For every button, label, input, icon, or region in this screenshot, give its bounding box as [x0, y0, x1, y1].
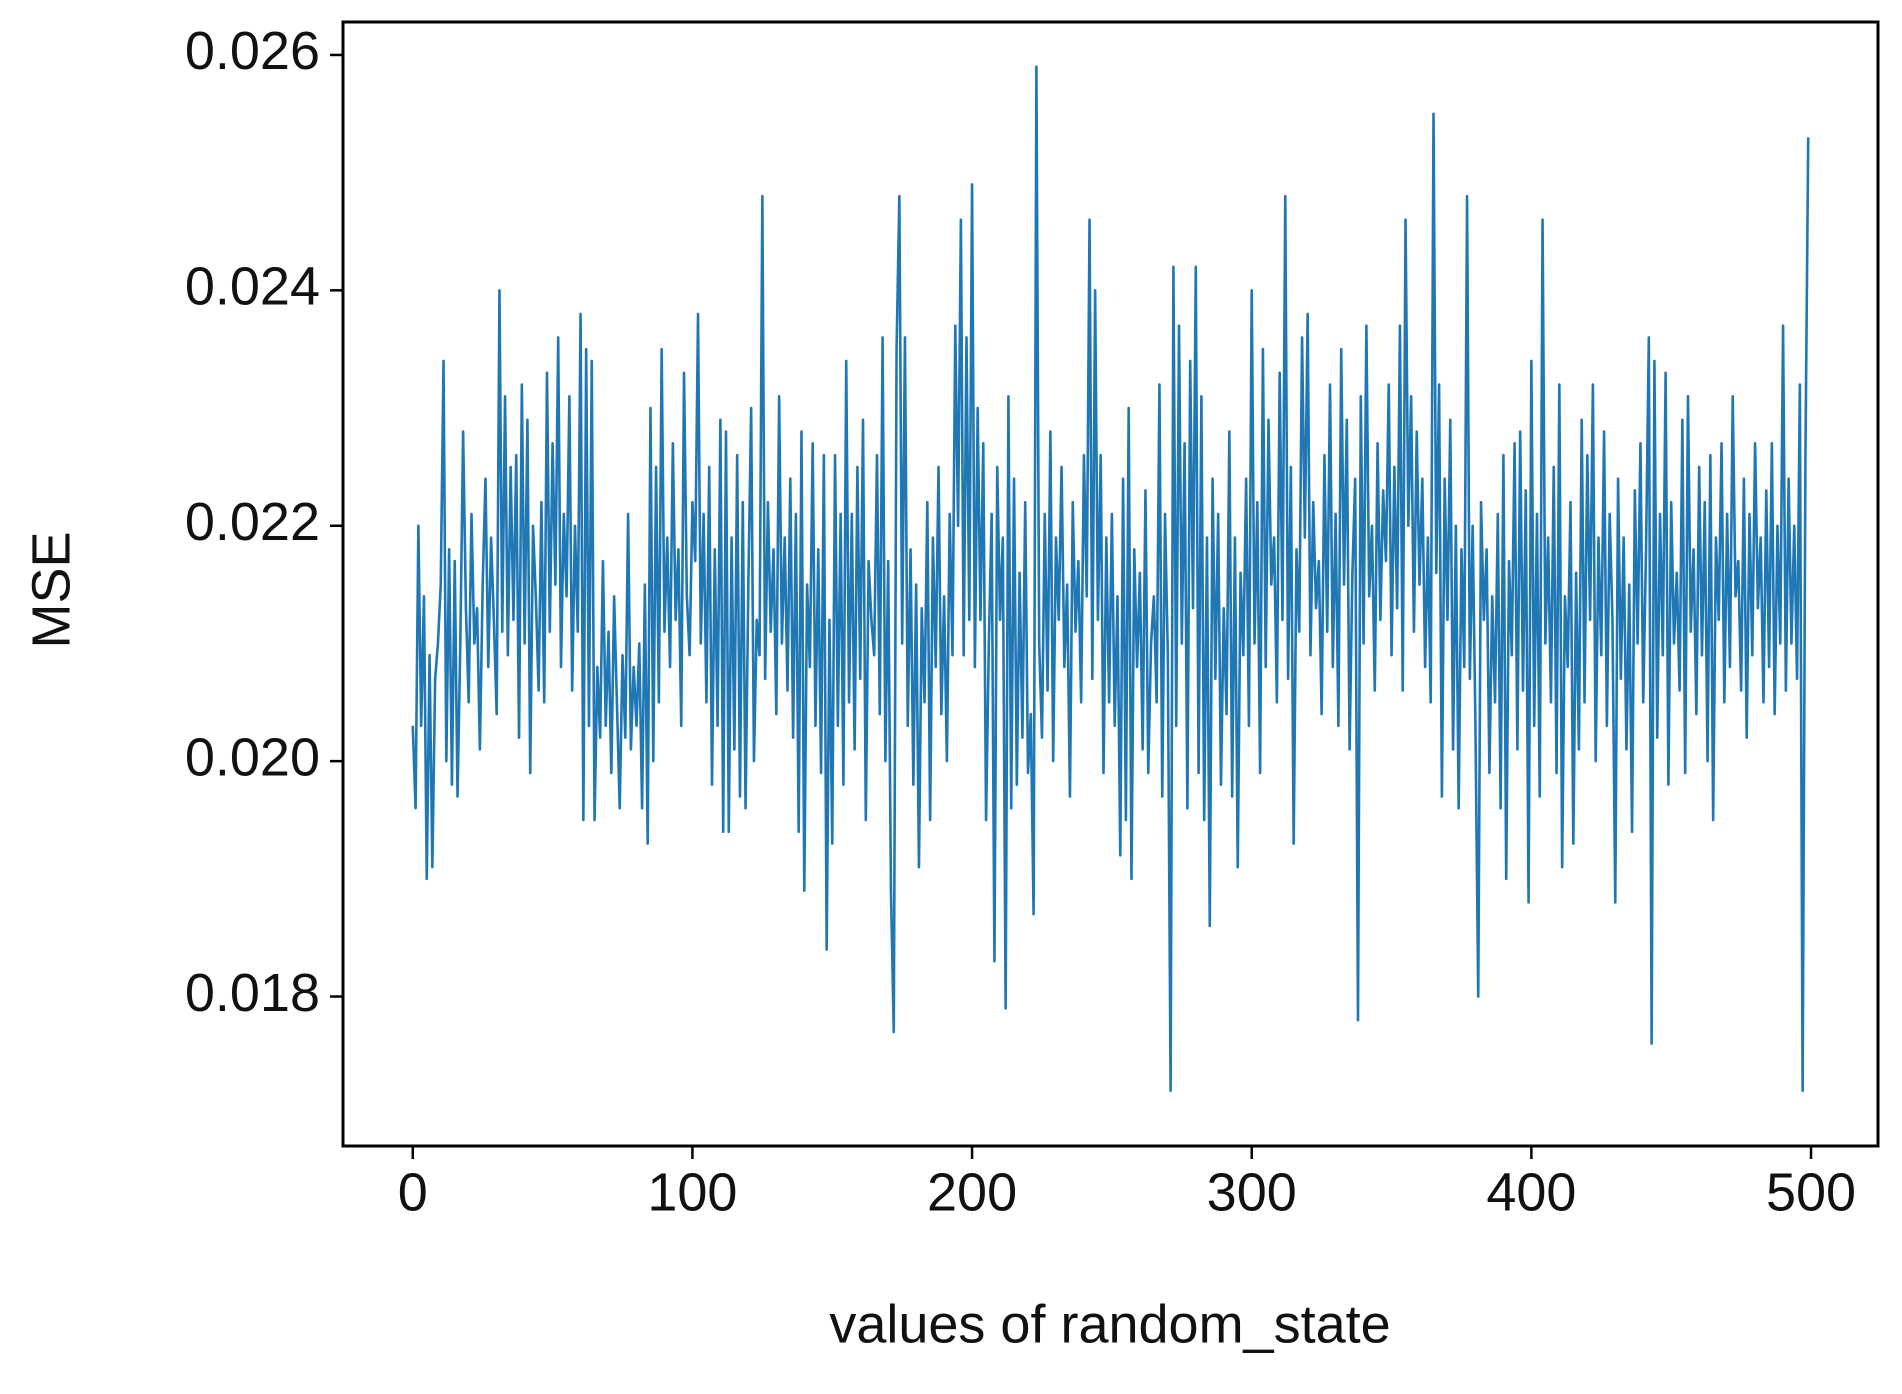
- x-tick-label: 300: [1207, 1162, 1297, 1222]
- x-tick-label: 0: [398, 1162, 428, 1222]
- y-tick-label: 0.022: [185, 492, 320, 552]
- y-tick-label: 0.020: [185, 727, 320, 787]
- plot-frame: [341, 20, 1880, 1148]
- y-tick-label: 0.024: [185, 257, 320, 317]
- x-tick-label: 500: [1766, 1162, 1856, 1222]
- y-tick-label: 0.018: [185, 963, 320, 1023]
- x-tick-label: 200: [927, 1162, 1017, 1222]
- x-tick-label: 100: [647, 1162, 737, 1222]
- data-line: [411, 65, 1810, 1092]
- y-axis-label: MSE: [21, 531, 81, 648]
- x-tick-label: 400: [1486, 1162, 1576, 1222]
- x-axis-label: values of random_state: [829, 1294, 1390, 1354]
- y-tick-label: 0.026: [185, 21, 320, 81]
